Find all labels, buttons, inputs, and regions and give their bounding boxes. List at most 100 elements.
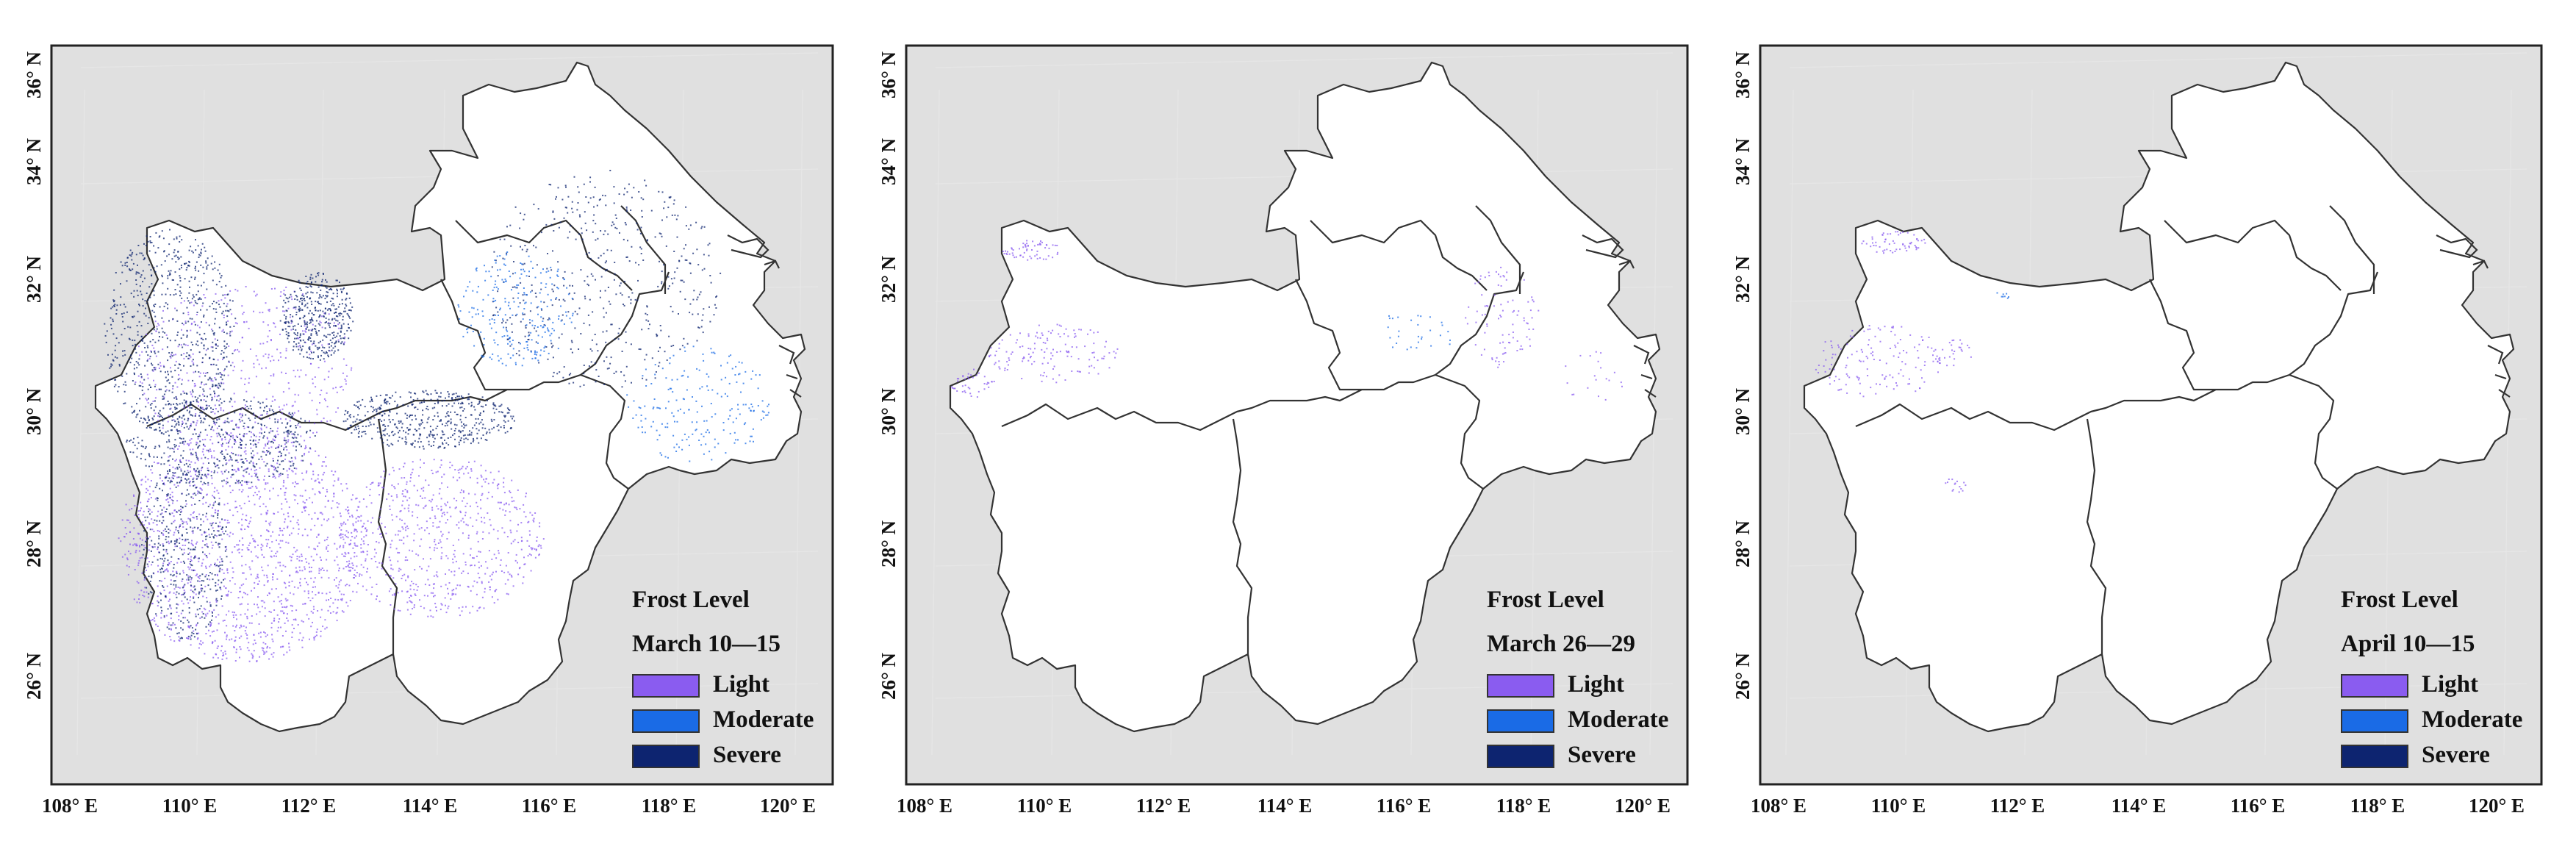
legend-swatch <box>632 709 700 733</box>
legend-swatch <box>632 674 700 698</box>
legend-title: Frost Level <box>1487 587 1604 613</box>
x-tick-label: 116° E <box>2231 795 2286 817</box>
legend-period: March 26—29 <box>1487 631 1635 657</box>
legend-swatch <box>1487 745 1554 768</box>
x-tick-label: 108° E <box>42 795 98 817</box>
meridian-line <box>931 89 940 756</box>
coastal-features <box>2436 234 2511 398</box>
legend-swatch <box>2341 709 2408 733</box>
legend-label: Severe <box>713 742 781 768</box>
legend-item-light: Light <box>2341 673 2561 699</box>
legend-swatch <box>2341 745 2408 768</box>
meridian-line <box>76 89 85 756</box>
legend-item-severe: Severe <box>1487 743 1707 770</box>
map-panel-a: 108° E 110° E 112° E 114° E 116° E 118° E 120°… <box>0 0 856 849</box>
legend-title: Frost Level <box>2341 587 2458 613</box>
x-tick-label: 116° E <box>1377 795 1432 817</box>
legend-label: Severe <box>2422 742 2490 768</box>
y-tick-label: 34° N <box>878 137 900 185</box>
legend-item-moderate: Moderate <box>2341 708 2561 734</box>
province-boundaries <box>1855 205 2379 654</box>
legend-item-light: Light <box>632 673 853 699</box>
x-tick-label: 110° E <box>1871 795 1926 817</box>
parallel-line <box>935 52 1673 68</box>
legend-title: Frost Level <box>632 587 750 613</box>
x-tick-label: 112° E <box>1990 795 2045 817</box>
legend-item-severe: Severe <box>2341 743 2561 770</box>
x-tick-label: 116° E <box>522 795 577 817</box>
province-map <box>949 61 1661 733</box>
parallel-line <box>1789 52 2527 68</box>
legend-label: Light <box>2422 671 2479 698</box>
x-tick-label: 110° E <box>1017 795 1072 817</box>
frost-pixels <box>951 240 1623 401</box>
x-tick-label: 120° E <box>2469 795 2525 817</box>
y-tick-label: 32° N <box>23 255 45 303</box>
study-area-outline <box>949 61 1661 733</box>
x-tick-label: 120° E <box>760 795 816 817</box>
y-tick-label: 32° N <box>878 255 900 303</box>
frost-pixels <box>1815 231 2009 493</box>
x-axis-labels: 108° E 110° E 112° E 114° E 116° E 118° E 120°… <box>1751 795 2525 817</box>
legend-label: Moderate <box>2422 706 2523 733</box>
parallel-line <box>80 52 819 68</box>
x-tick-label: 112° E <box>1136 795 1191 817</box>
legend-period: April 10—15 <box>2341 631 2475 657</box>
legend-period: March 10—15 <box>632 631 781 657</box>
legend-swatch <box>1487 709 1554 733</box>
x-tick-label: 110° E <box>162 795 218 817</box>
x-tick-label: 118° E <box>1496 795 1551 817</box>
legend-label: Moderate <box>713 706 814 733</box>
y-tick-label: 32° N <box>1732 255 1754 303</box>
legend-item-severe: Severe <box>632 743 853 770</box>
legend-item-light: Light <box>1487 673 1707 699</box>
legend-swatch <box>1487 674 1554 698</box>
legend-label: Light <box>1568 671 1625 698</box>
y-tick-label: 26° N <box>23 652 45 700</box>
map-panel-b: 108° E 110° E 112° E 114° E 116° E 118° E 120°… <box>855 0 1711 849</box>
study-area-outline <box>1803 61 2515 733</box>
meridian-line <box>1785 89 1794 756</box>
y-tick-label: 34° N <box>23 137 45 185</box>
legend-label: Severe <box>1568 742 1636 768</box>
y-tick-label: 28° N <box>23 520 45 567</box>
y-tick-label: 34° N <box>1732 137 1754 185</box>
y-tick-label: 28° N <box>1732 520 1754 567</box>
y-tick-label: 30° N <box>1732 387 1754 435</box>
x-tick-label: 108° E <box>897 795 952 817</box>
province-map <box>1803 61 2515 733</box>
legend-item-moderate: Moderate <box>1487 708 1707 734</box>
y-tick-label: 30° N <box>23 387 45 435</box>
map-svg: 108° E 110° E 112° E 114° E 116° E 118° E 120°… <box>23 44 834 817</box>
y-tick-label: 36° N <box>1732 51 1754 98</box>
map-svg: 108° E 110° E 112° E 114° E 116° E 118° E 120°… <box>1732 44 2543 817</box>
x-tick-label: 114° E <box>2112 795 2167 817</box>
province-boundaries <box>1001 205 1525 654</box>
x-tick-label: 114° E <box>403 795 458 817</box>
legend-swatch <box>2341 674 2408 698</box>
x-tick-label: 108° E <box>1751 795 1807 817</box>
province-map <box>94 61 806 733</box>
legend-label: Moderate <box>1568 706 1669 733</box>
map-panel-c: 108° E 110° E 112° E 114° E 116° E 118° E 120°… <box>1709 0 2565 849</box>
map-svg: 108° E 110° E 112° E 114° E 116° E 118° E 120°… <box>878 44 1689 817</box>
y-tick-label: 36° N <box>878 51 900 98</box>
y-tick-label: 26° N <box>1732 652 1754 700</box>
y-axis-labels: 26° N 28° N 30° N 32° N 34° N 36° N <box>1732 51 1754 700</box>
x-tick-label: 120° E <box>1615 795 1671 817</box>
y-tick-label: 36° N <box>23 51 45 98</box>
y-axis-labels: 26° N 28° N 30° N 32° N 34° N 36° N <box>878 51 900 700</box>
frost-pixels <box>104 170 769 662</box>
x-axis-labels: 108° E 110° E 112° E 114° E 116° E 118° E 120°… <box>42 795 816 817</box>
legend-label: Light <box>713 671 770 698</box>
x-tick-label: 118° E <box>2350 795 2405 817</box>
coastal-features <box>1582 234 1657 398</box>
y-tick-label: 28° N <box>878 520 900 567</box>
x-tick-label: 118° E <box>642 795 697 817</box>
x-axis-labels: 108° E 110° E 112° E 114° E 116° E 118° E 120°… <box>897 795 1671 817</box>
coastal-features <box>727 234 802 398</box>
y-tick-label: 30° N <box>878 387 900 435</box>
legend-swatch <box>632 745 700 768</box>
y-tick-label: 26° N <box>878 652 900 700</box>
legend-item-moderate: Moderate <box>632 708 853 734</box>
